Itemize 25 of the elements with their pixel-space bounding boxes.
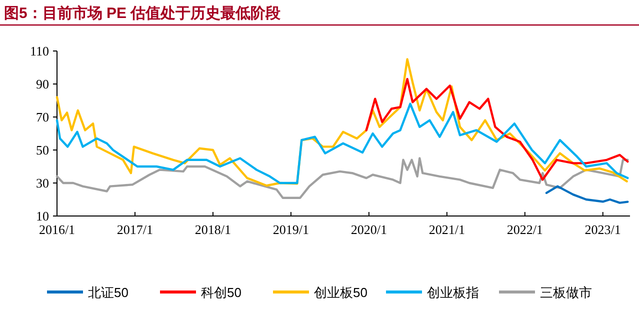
x-tick-label: 2022/1 xyxy=(506,222,543,237)
y-tick-label: 110 xyxy=(30,44,49,58)
x-tick-label: 2021/1 xyxy=(428,222,465,237)
y-tick-label: 10 xyxy=(36,208,49,224)
legend-label: 创业板指 xyxy=(427,285,479,300)
line-series xyxy=(56,58,628,187)
line-series xyxy=(545,185,629,204)
legend-label: 创业板50 xyxy=(314,285,368,300)
line-series xyxy=(56,102,629,184)
x-tick-label: 2016/1 xyxy=(38,222,76,237)
legend-label: 北证50 xyxy=(88,285,128,300)
chart-title: 图5：目前市场 PE 估值处于历史最低阶段 xyxy=(4,4,282,22)
x-tick-label: 2023/1 xyxy=(584,222,621,237)
x-tick-label: 2018/1 xyxy=(194,222,232,237)
legend-label: 三板做市 xyxy=(540,285,592,300)
y-tick-label: 90 xyxy=(36,76,49,92)
legend-label: 科创50 xyxy=(201,285,242,300)
x-tick-label: 2017/1 xyxy=(116,222,154,237)
x-tick-label: 2020/1 xyxy=(350,222,387,237)
line-series xyxy=(365,78,629,181)
x-tick-label: 2019/1 xyxy=(272,222,310,237)
y-tick-label: 30 xyxy=(36,176,49,190)
y-tick-label: 50 xyxy=(36,142,49,158)
y-tick-label: 70 xyxy=(36,110,49,124)
line-series xyxy=(56,157,629,199)
